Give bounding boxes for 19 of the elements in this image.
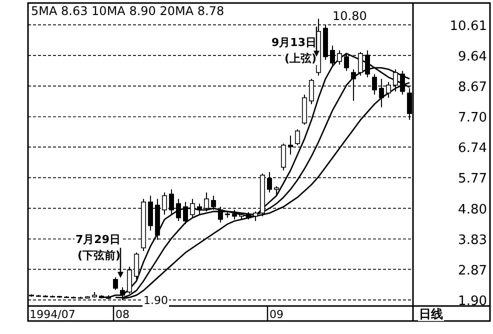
annotation: 1.90: [144, 294, 168, 307]
annotation: 7月29日 (下弦前): [76, 233, 120, 262]
x-tick-label: 09: [270, 308, 284, 321]
y-tick-label: 2.87: [458, 263, 487, 278]
y-tick-label: 7.70: [458, 110, 487, 126]
y-tick-label: 6.74: [458, 141, 487, 156]
x-tick-label: 08: [116, 308, 130, 321]
y-tick-label: 9.64: [458, 49, 487, 64]
y-tick-label: 3.83: [458, 232, 487, 248]
y-tick-label: 8.67: [458, 80, 487, 96]
annotation: 10.80: [332, 8, 367, 23]
annotation: 9月13日 (上弦): [272, 36, 316, 65]
y-tick-label: 1.90: [458, 294, 487, 309]
y-tick-label: 4.80: [458, 202, 487, 218]
text: 日线: [419, 307, 443, 321]
y-tick-label: 10.61: [450, 18, 487, 34]
x-tick-label: 1994/07: [30, 308, 76, 321]
y-tick-label: 5.77: [458, 172, 487, 187]
chart-title: 5MA 8.63 10MA 8.90 20MA 8.78: [31, 4, 224, 18]
